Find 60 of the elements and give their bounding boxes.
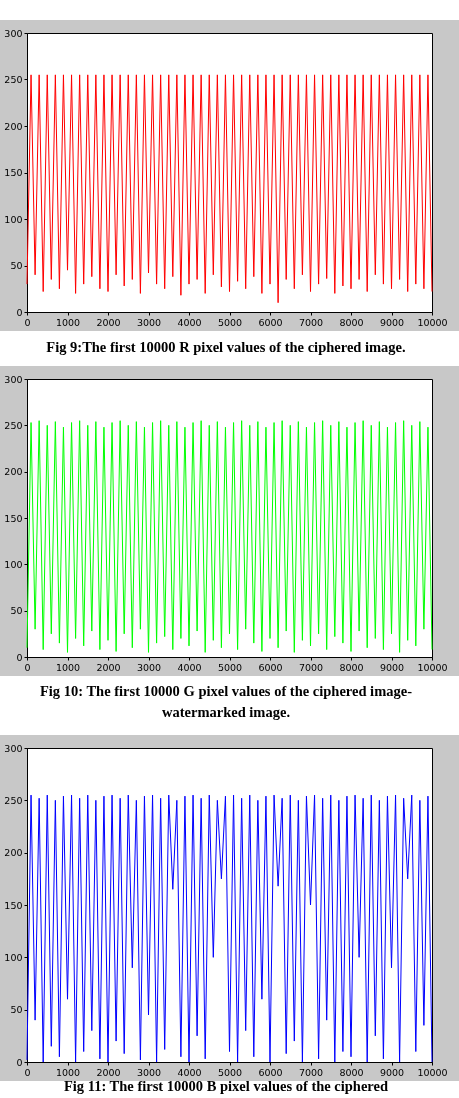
y-tick-label: 300 (4, 27, 23, 39)
x-tick-label: 10000 (417, 1066, 448, 1078)
y-tick-label: 150 (4, 899, 23, 911)
x-tick-label: 8000 (339, 1066, 364, 1078)
x-tick-label: 3000 (136, 316, 162, 328)
x-tick-label: 4000 (177, 661, 202, 673)
line-series (26, 794, 433, 1063)
y-tick-label: 50 (10, 260, 23, 271)
x-tick-label: 8000 (339, 316, 364, 328)
x-tick-label: 1000 (55, 316, 81, 328)
y-tick-label: 0 (16, 306, 23, 318)
x-tick-label: 2000 (96, 1066, 121, 1078)
x-tick-label: 3000 (136, 1066, 162, 1078)
y-tick-label: 300 (4, 373, 23, 385)
x-tick-label: 2000 (96, 316, 121, 328)
y-tick-label: 200 (4, 120, 23, 132)
x-tick-label: 0 (24, 1066, 31, 1078)
x-tick-label: 7000 (298, 661, 324, 673)
x-tick-label: 7000 (298, 1066, 324, 1078)
x-tick-label: 6000 (258, 1066, 283, 1078)
x-tick-label: 7000 (298, 316, 324, 328)
line-series (26, 74, 433, 304)
x-tick-label: 2000 (96, 661, 121, 673)
x-tick-label: 0 (24, 316, 31, 328)
x-tick-label: 8000 (339, 661, 364, 673)
x-tick-label: 9000 (379, 1066, 405, 1078)
y-tick-label: 100 (4, 951, 23, 963)
x-tick-label: 10000 (417, 316, 448, 328)
x-tick-label: 9000 (379, 661, 405, 673)
text: Fig 9:The first 10000 R pixel values of the ciphered image. (45, 338, 407, 357)
x-tick-label: 9000 (379, 316, 405, 328)
x-tick-label: 0 (24, 661, 31, 673)
text: Fig 11: The first 10000 B pixel values of the ciphered (62, 1077, 390, 1096)
x-tick-label: 1000 (55, 1066, 81, 1078)
y-tick-label: 200 (4, 466, 23, 478)
x-tick-label: 5000 (217, 1066, 243, 1078)
y-tick-label: 250 (4, 419, 23, 431)
x-tick-label: 10000 (417, 661, 448, 673)
x-tick-label: 4000 (177, 1066, 202, 1078)
y-tick-label: 50 (10, 1004, 23, 1016)
y-tick-label: 250 (4, 74, 23, 85)
y-tick-label: 100 (4, 213, 23, 225)
y-tick-label: 300 (4, 742, 23, 754)
x-tick-label: 3000 (136, 661, 162, 673)
y-tick-label: 200 (4, 847, 23, 859)
x-tick-label: 5000 (217, 661, 243, 673)
x-tick-label: 4000 (177, 316, 202, 328)
y-tick-label: 150 (4, 512, 23, 524)
y-tick-label: 150 (4, 167, 23, 178)
y-tick-label: 0 (16, 1056, 23, 1068)
x-tick-label: 1000 (55, 661, 81, 673)
x-tick-label: 6000 (258, 661, 283, 673)
y-tick-label: 0 (16, 651, 23, 663)
y-tick-label: 50 (10, 605, 23, 617)
line-series (26, 420, 433, 653)
x-tick-label: 5000 (217, 316, 243, 328)
y-tick-label: 250 (4, 794, 23, 806)
x-tick-label: 6000 (258, 316, 283, 328)
y-tick-label: 100 (4, 558, 23, 570)
text: Fig 10: The first 10000 G pixel values of the ciphered image-watermarked image. (39, 682, 413, 722)
